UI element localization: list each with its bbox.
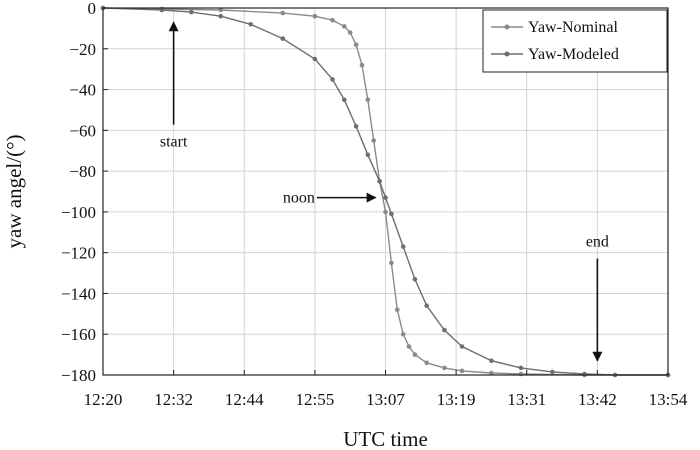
legend-swatch-marker: [504, 51, 510, 57]
data-point: [459, 344, 465, 349]
data-point: [395, 307, 400, 313]
x-tick-label: 13:07: [366, 390, 405, 409]
annotations: start noon end: [160, 21, 609, 362]
x-tick-label: 12:32: [154, 390, 193, 409]
data-point: [377, 179, 382, 184]
data-point: [442, 327, 447, 333]
data-point: [159, 7, 165, 13]
series-line: [102, 7, 668, 376]
data-point: [330, 17, 335, 23]
y-tick-label: −40: [69, 81, 96, 100]
data-point: [248, 22, 253, 27]
data-point: [312, 13, 318, 19]
y-tick-label: −100: [61, 203, 96, 222]
y-tick-label: −20: [69, 40, 96, 59]
data-point: [189, 9, 194, 15]
data-point: [342, 24, 347, 29]
legend-label: Yaw-Modeled: [528, 46, 619, 63]
legend-box: [482, 9, 668, 73]
x-axis-title: UTC time: [343, 427, 428, 450]
y-tick-label: −160: [61, 325, 96, 344]
legend: Yaw-Nominal Yaw-Modeled: [482, 9, 668, 73]
x-axis-ticks: 12:20 12:32 12:44 12:55 13:07 13:19 13:31 13:42…: [84, 370, 688, 409]
annotation-start-label: start: [160, 134, 188, 151]
y-axis-ticks: 0 −20 −40 −60 −80 −100 −120 −140 −160 −180: [61, 0, 108, 385]
data-point: [582, 371, 587, 377]
data-point: [518, 365, 524, 371]
data-point: [424, 360, 430, 366]
y-tick-label: −180: [61, 366, 96, 385]
data-point: [371, 138, 377, 143]
series-layer: [100, 5, 671, 378]
y-tick-label: −80: [69, 162, 96, 181]
x-tick-label: 12:20: [84, 390, 123, 409]
data-point: [550, 369, 555, 375]
data-point: [389, 260, 394, 266]
y-tick-label: 0: [88, 0, 97, 18]
data-point: [280, 36, 286, 41]
data-point: [365, 152, 371, 158]
data-point: [353, 42, 359, 47]
data-point: [383, 195, 388, 200]
data-point: [406, 344, 412, 349]
data-point: [424, 303, 430, 309]
data-point: [347, 30, 353, 35]
data-point: [280, 10, 286, 16]
data-point: [353, 124, 359, 129]
data-point: [218, 7, 223, 13]
data-point: [218, 13, 223, 19]
data-point: [342, 97, 347, 103]
legend-label: Yaw-Nominal: [528, 19, 618, 36]
series-yaw-modeled: [100, 5, 671, 378]
data-point: [389, 211, 394, 217]
data-point: [400, 244, 406, 249]
data-point: [400, 331, 406, 337]
data-point: [312, 56, 318, 62]
x-tick-label: 12:55: [296, 390, 335, 409]
x-tick-label: 13:19: [437, 390, 476, 409]
y-tick-label: −120: [61, 244, 96, 263]
data-point: [518, 371, 524, 377]
data-point: [489, 358, 494, 364]
annotation-noon-label: noon: [283, 190, 315, 207]
annotation-end-label: end: [586, 234, 609, 251]
x-tick-label: 13:42: [578, 390, 617, 409]
y-tick-label: −140: [61, 284, 96, 303]
data-point: [489, 370, 494, 376]
legend-swatch-marker: [504, 24, 510, 30]
data-point: [330, 77, 335, 82]
data-point: [442, 365, 447, 371]
y-tick-label: −60: [69, 121, 96, 140]
data-point: [365, 97, 371, 103]
x-tick-label: 13:54: [649, 390, 688, 409]
data-point: [459, 368, 465, 374]
y-axis-title: yaw angel/(°): [2, 135, 26, 249]
data-point: [383, 209, 388, 215]
data-point: [412, 276, 418, 282]
x-tick-label: 12:44: [225, 390, 264, 409]
data-point: [359, 62, 365, 68]
x-tick-label: 13:31: [507, 390, 546, 409]
data-point: [412, 352, 418, 357]
